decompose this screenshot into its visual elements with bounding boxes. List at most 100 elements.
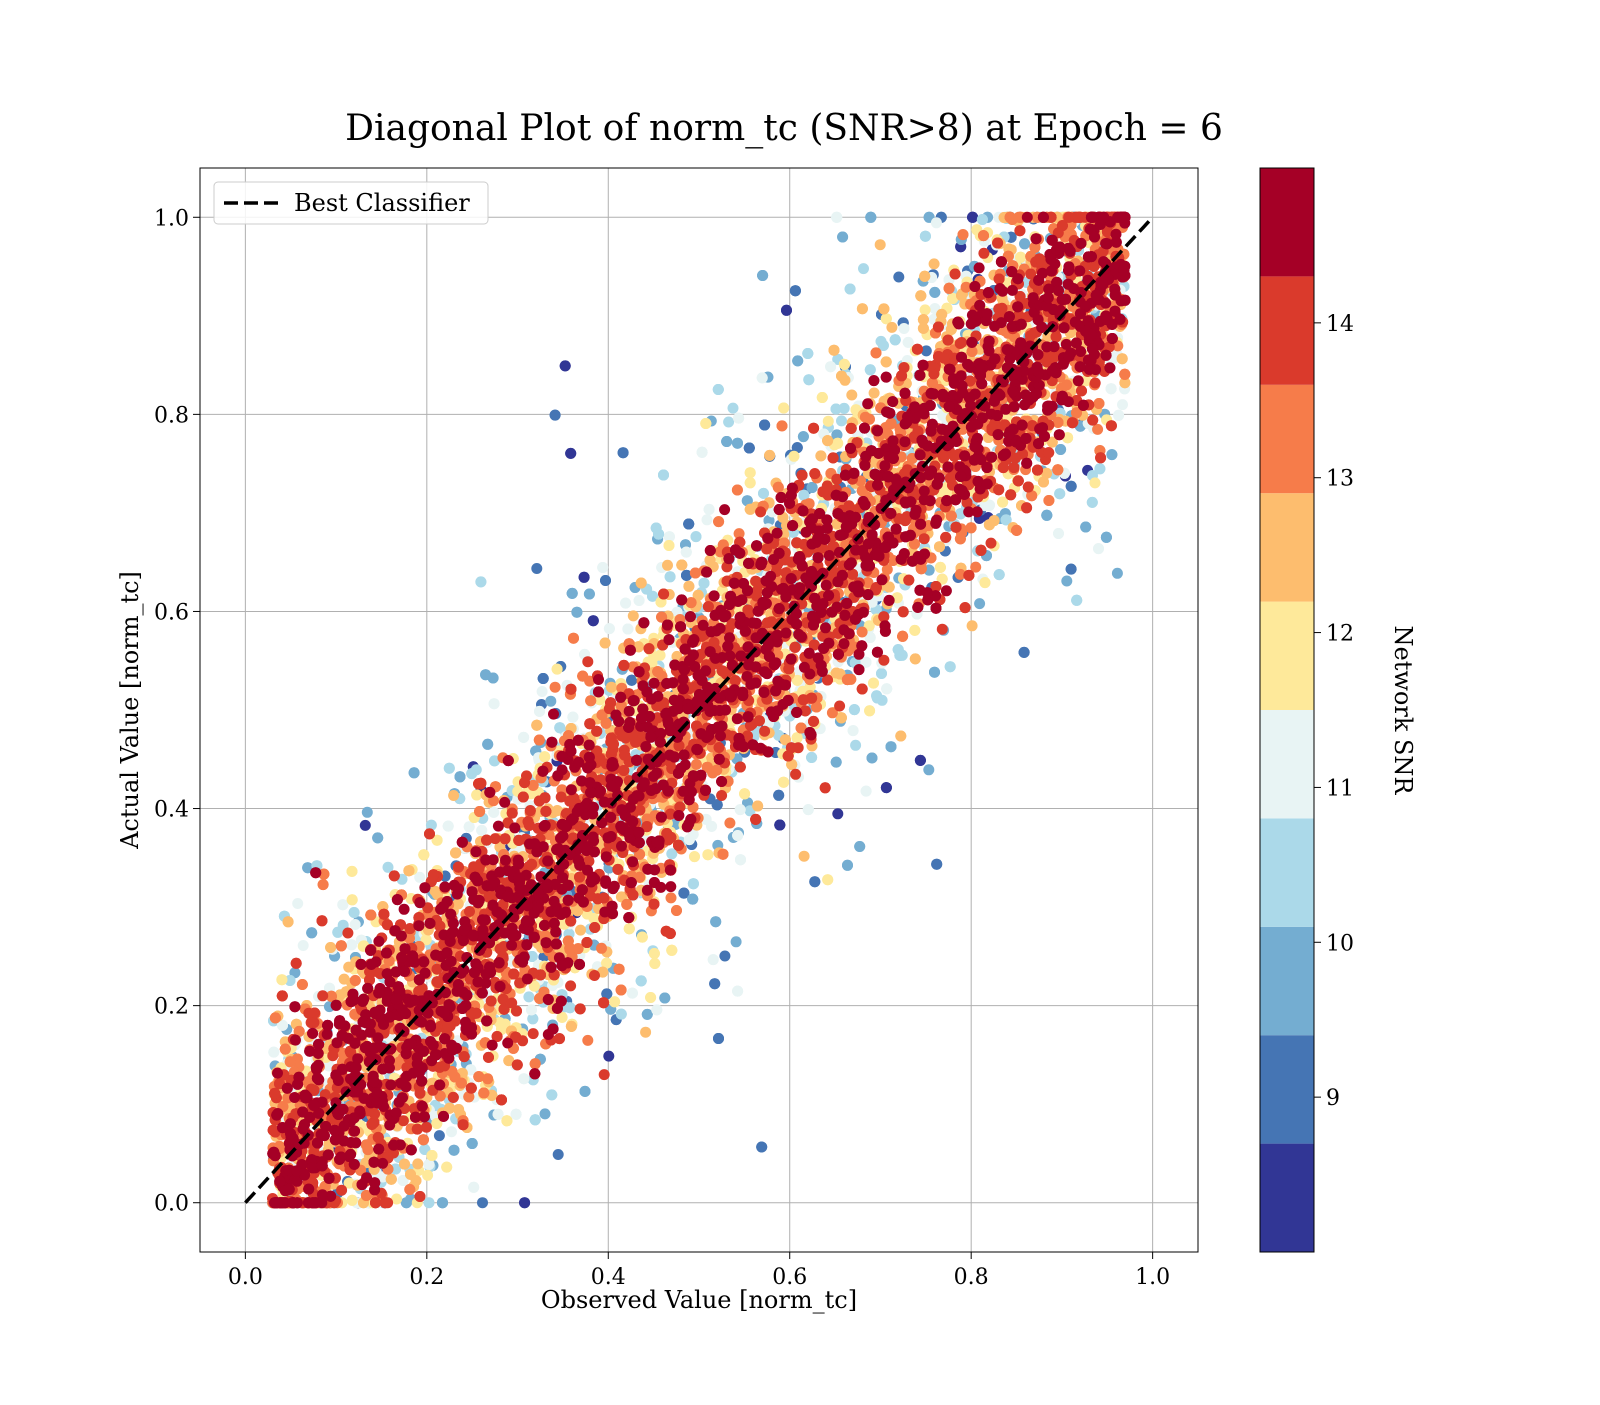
scatter-point	[298, 940, 309, 951]
scatter-point	[994, 569, 1005, 580]
scatter-point	[538, 673, 549, 684]
scatter-point	[728, 403, 739, 414]
scatter-point	[861, 786, 872, 797]
scatter-point	[347, 866, 358, 877]
scatter-point	[929, 667, 940, 678]
scatter-point	[980, 577, 991, 588]
scatter-point	[681, 547, 692, 558]
scatter-point	[409, 767, 420, 778]
scatter-point	[842, 860, 853, 871]
scatter-point	[665, 571, 676, 582]
scatter-point	[752, 801, 763, 812]
scatter-point	[349, 907, 360, 918]
scatter-point	[546, 1089, 557, 1100]
scatter-point	[706, 821, 717, 832]
scatter-point	[446, 1126, 457, 1137]
scatter-point	[489, 698, 500, 709]
scatter-point	[609, 996, 620, 1007]
scatter-point	[806, 752, 817, 763]
scatter-point	[565, 448, 576, 459]
scatter-point	[837, 232, 848, 243]
scatter-point	[519, 1197, 530, 1208]
scatter-point	[658, 470, 669, 481]
scatter-point	[537, 686, 548, 697]
scatter-point	[823, 416, 834, 427]
scatter-point	[455, 771, 466, 782]
scatter-point	[875, 239, 886, 250]
scatter-point	[464, 821, 475, 832]
scatter-point	[792, 732, 803, 743]
scatter-point	[792, 355, 803, 366]
scatter-point	[886, 322, 897, 333]
scatter-point	[622, 624, 633, 635]
scatter-point	[347, 1195, 358, 1206]
scatter-point	[822, 435, 833, 446]
scatter-point	[890, 334, 901, 345]
scatter-point	[899, 323, 910, 334]
scatter-point	[443, 821, 454, 832]
scatter-point	[666, 945, 677, 956]
scatter-point	[616, 1009, 627, 1020]
scatter-point	[688, 878, 699, 889]
scatter-point	[664, 540, 675, 551]
scatter-point	[1015, 252, 1026, 263]
scatter-point	[1071, 595, 1082, 606]
scatter-point	[977, 214, 988, 225]
scatter-point	[845, 284, 856, 295]
scatter-point	[477, 1197, 488, 1208]
scatter-point	[881, 356, 892, 367]
scatter-point	[709, 978, 720, 989]
scatter-point	[399, 1159, 410, 1170]
scatter-point	[627, 988, 638, 999]
scatter-point	[1106, 449, 1117, 460]
scatter-point	[687, 894, 698, 905]
scatter-point	[895, 731, 906, 742]
scatter-point	[588, 615, 599, 626]
scatter-point	[869, 388, 880, 399]
scatter-point	[931, 859, 942, 870]
scatter-point	[427, 1150, 438, 1161]
scatter-point	[659, 993, 670, 1004]
scatter-point	[651, 523, 662, 534]
scatter-point	[488, 807, 499, 818]
scatter-point	[450, 847, 461, 858]
scatter-point	[683, 519, 694, 530]
scatter-point	[935, 562, 946, 573]
scatter-point	[493, 1109, 504, 1120]
scatter-point	[401, 1197, 412, 1208]
scatter-point	[600, 575, 611, 586]
scatter-point	[713, 384, 724, 395]
scatter-point	[1019, 647, 1030, 658]
scatter-point	[850, 740, 861, 751]
scatter-point	[708, 954, 719, 965]
scatter-point	[731, 936, 742, 947]
scatter-point	[554, 722, 565, 733]
scatter-point	[721, 436, 732, 447]
scatter-point	[807, 482, 818, 493]
scatter-point	[597, 562, 608, 573]
scatter-point	[482, 739, 493, 750]
scatter-point	[839, 359, 850, 370]
scatter-point	[773, 790, 784, 801]
scatter-point	[778, 403, 789, 414]
scatter-point	[471, 790, 482, 801]
scatter-point	[545, 696, 556, 707]
scatter-point	[618, 447, 629, 458]
scatter-point	[733, 413, 744, 424]
scatter-point	[923, 764, 934, 775]
scatter-point	[903, 337, 914, 348]
scatter-point	[1101, 532, 1112, 543]
scatter-point	[584, 589, 595, 600]
scatter-point	[567, 588, 578, 599]
scatter-point	[848, 725, 859, 736]
scatter-point	[832, 438, 843, 449]
scatter-point	[1106, 383, 1117, 394]
scatter-point	[567, 712, 578, 723]
scatter-point	[531, 563, 542, 574]
scatter-point	[637, 932, 648, 943]
scatter-point	[854, 841, 865, 852]
scatter-point	[634, 595, 645, 606]
scatter-point	[858, 263, 869, 274]
scatter-point	[346, 939, 357, 950]
